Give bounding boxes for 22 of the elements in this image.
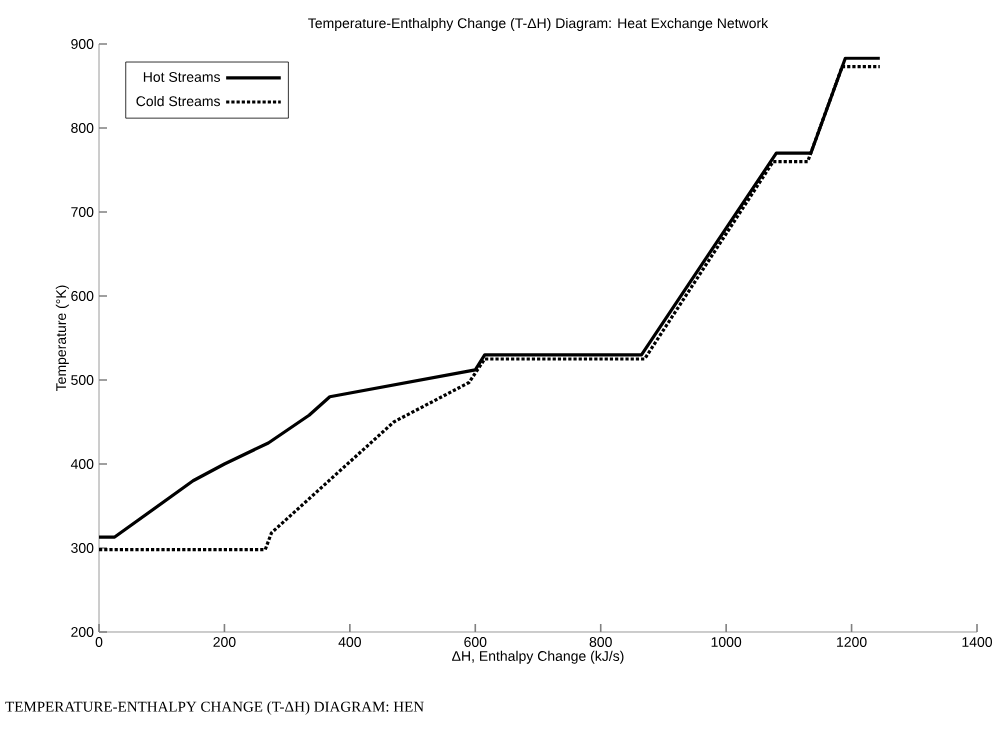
y-axis-title: Temperature (°K): [55, 285, 69, 392]
x-tick-label: 1000: [711, 637, 742, 647]
y-tick-label: 600: [71, 291, 94, 301]
x-tick-label: 400: [338, 637, 361, 647]
x-tick-label: 1200: [837, 637, 867, 647]
y-tick-label: 800: [71, 123, 94, 133]
legend-label: Hot Streams: [143, 72, 221, 82]
y-tick-label: 300: [71, 543, 94, 553]
x-tick-label: 800: [589, 637, 612, 647]
x-tick-label: 200: [213, 637, 236, 647]
x-tick-label: 0: [95, 637, 103, 647]
y-tick-label: 200: [71, 627, 94, 637]
chart-title: Temperature-Enthalphy Change (T-ΔH) Diagram: Heat Exchange Network: [308, 17, 769, 31]
y-tick-label: 400: [70, 459, 94, 469]
legend-label: Cold Streams: [136, 95, 221, 107]
x-tick-label: 1400: [962, 637, 993, 647]
y-tick-label: 700: [71, 207, 94, 217]
text: TEMPERATURE-ENTHALPY CHANGE (T-ΔH) DIAGRAM: HEN: [5, 701, 424, 715]
y-tick-label: 500: [71, 375, 94, 385]
y-tick-label: 900: [71, 39, 94, 49]
x-tick-label: 600: [464, 637, 487, 647]
x-axis-title: ΔH, Enthalpy Change (kJ/s): [452, 650, 624, 664]
